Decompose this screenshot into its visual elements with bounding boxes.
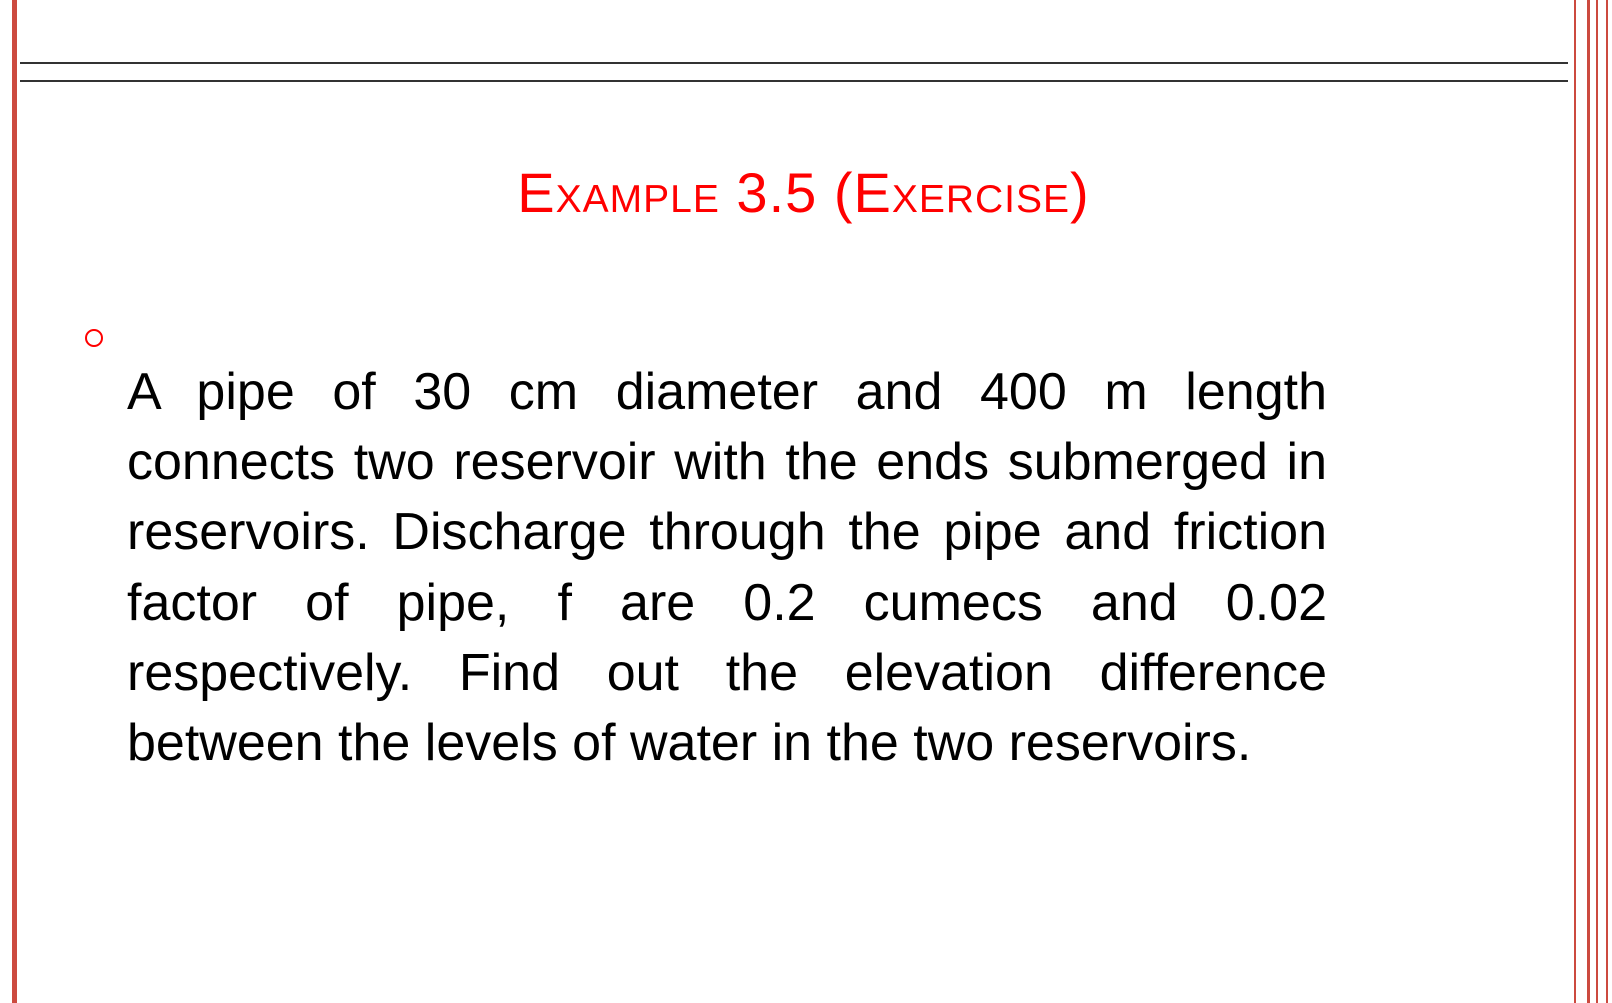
- body-row: A pipe of 30 cm diameter and 400 m lengt…: [85, 305, 1522, 830]
- slide-title: Example 3.5 (Exercise): [85, 160, 1522, 225]
- body-text: A pipe of 30 cm diameter and 400 m lengt…: [127, 357, 1327, 778]
- bullet-circle-icon: [85, 329, 103, 347]
- slide-frame: Example 3.5 (Exercise) A pipe of 30 cm d…: [0, 0, 1612, 1003]
- right-border-line: [1596, 0, 1598, 1003]
- top-horizontal-rule: [20, 62, 1568, 82]
- right-border-line: [1606, 0, 1608, 1003]
- right-border-line: [1587, 0, 1590, 1003]
- right-border-line: [1574, 0, 1576, 1003]
- left-border: [12, 0, 17, 1003]
- slide-content: Example 3.5 (Exercise) A pipe of 30 cm d…: [85, 160, 1522, 1003]
